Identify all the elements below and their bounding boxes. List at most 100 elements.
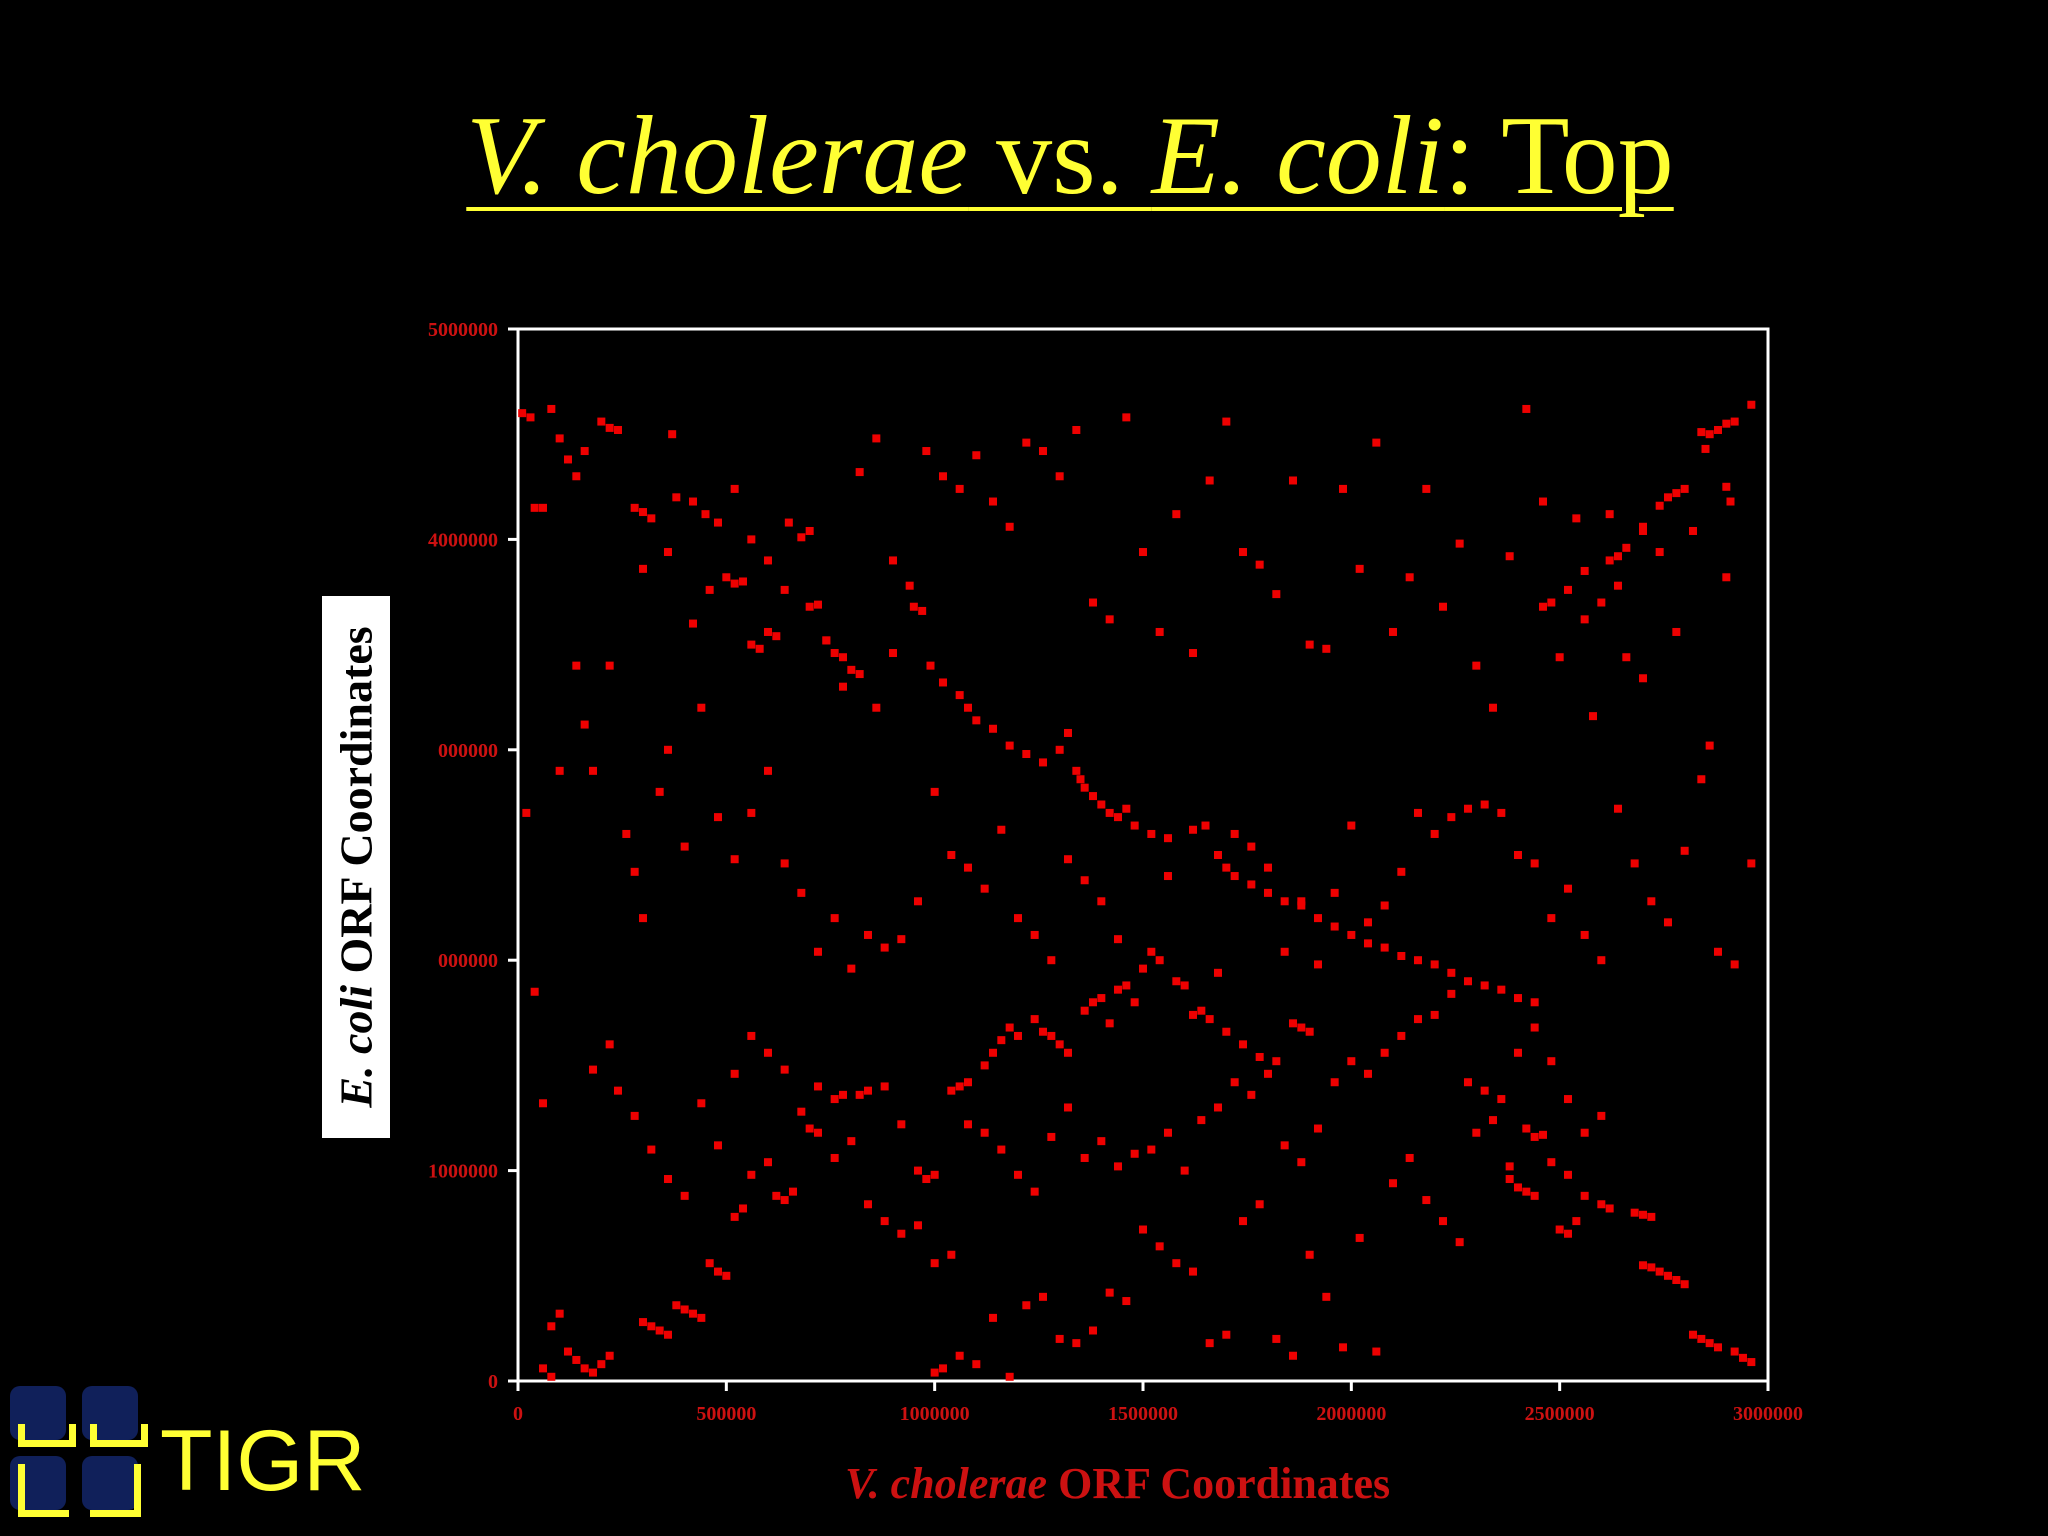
data-point <box>1139 1225 1147 1234</box>
data-point <box>997 1145 1006 1154</box>
data-point <box>1464 1078 1472 1087</box>
data-point <box>1239 1217 1247 1226</box>
data-point <box>1339 1343 1347 1352</box>
data-point <box>1380 943 1389 952</box>
data-point <box>1397 951 1406 960</box>
data-point <box>1680 484 1689 493</box>
data-point <box>955 1082 964 1091</box>
data-point <box>589 1065 597 1074</box>
data-point <box>1714 947 1722 956</box>
data-point <box>780 1196 789 1205</box>
data-point <box>1647 1212 1656 1221</box>
data-point <box>1730 1347 1739 1356</box>
data-point <box>1064 728 1072 737</box>
data-point <box>1639 1261 1647 1270</box>
data-point <box>855 468 864 477</box>
data-point <box>605 1351 614 1360</box>
data-point <box>830 914 839 923</box>
data-point <box>1655 1267 1664 1276</box>
data-point <box>1297 1158 1306 1167</box>
data-point <box>730 1069 739 1078</box>
data-point <box>805 602 814 611</box>
data-point <box>1505 1175 1514 1184</box>
data-point <box>830 649 839 658</box>
data-point <box>909 602 918 611</box>
data-point <box>1180 1166 1189 1175</box>
data-point <box>897 1120 906 1129</box>
data-point <box>1655 548 1664 557</box>
data-point <box>1147 1145 1156 1154</box>
data-point <box>914 1166 922 1175</box>
data-point <box>1180 981 1189 990</box>
data-point <box>789 1187 797 1196</box>
data-point <box>1464 804 1472 813</box>
data-point <box>922 447 931 456</box>
data-point <box>1022 750 1031 759</box>
data-point <box>1072 425 1081 434</box>
data-point <box>1222 1027 1231 1036</box>
data-point <box>1605 556 1614 565</box>
data-point <box>880 1082 889 1091</box>
y-axis-label-box <box>322 596 390 1138</box>
data-point <box>1305 1027 1314 1036</box>
data-point <box>1105 808 1114 817</box>
data-point <box>1014 914 1022 923</box>
data-point <box>764 556 772 565</box>
data-point <box>872 434 881 443</box>
data-point <box>1214 851 1222 859</box>
data-point <box>1722 573 1731 582</box>
data-point <box>1589 712 1597 721</box>
data-point <box>1405 1153 1414 1162</box>
data-point <box>647 1145 656 1154</box>
data-point <box>564 1347 572 1356</box>
data-point <box>1726 497 1735 506</box>
data-point <box>1364 939 1372 948</box>
data-point <box>647 1322 656 1331</box>
data-point <box>1014 1031 1022 1040</box>
data-point <box>580 1364 589 1373</box>
data-point <box>705 1259 714 1268</box>
data-point <box>547 1322 556 1331</box>
data-point <box>830 1095 839 1104</box>
data-point <box>1430 1010 1439 1019</box>
data-point <box>880 1217 889 1226</box>
data-point <box>639 1318 647 1327</box>
data-point <box>639 564 647 573</box>
data-point <box>764 1048 772 1057</box>
data-point <box>1322 1292 1331 1301</box>
data-point <box>605 1040 614 1049</box>
data-point <box>1264 863 1272 872</box>
data-point <box>1514 994 1522 1003</box>
data-point <box>1614 804 1622 813</box>
data-point <box>1189 1010 1197 1019</box>
data-point <box>1664 918 1672 927</box>
data-point <box>914 1221 922 1230</box>
data-point <box>1055 1334 1064 1343</box>
data-point <box>1414 808 1422 817</box>
data-point <box>1472 661 1481 670</box>
data-point <box>922 1175 931 1184</box>
data-point <box>1297 901 1306 910</box>
data-point <box>530 503 539 512</box>
data-point <box>630 867 639 876</box>
data-point <box>1505 552 1514 561</box>
data-point <box>989 724 997 733</box>
data-point <box>1455 1238 1464 1247</box>
data-point <box>989 1313 997 1322</box>
data-point <box>1530 1023 1539 1032</box>
data-point <box>697 703 706 712</box>
data-point <box>1314 1124 1322 1133</box>
data-point <box>1055 1040 1064 1049</box>
data-point <box>697 1313 706 1322</box>
data-point <box>1347 821 1356 830</box>
slide-title: V. cholerae vs. E. coli: Top <box>0 100 2048 212</box>
data-point <box>689 1309 697 1318</box>
data-point <box>864 1200 872 1209</box>
data-point <box>930 787 939 796</box>
data-point <box>1605 510 1614 519</box>
data-point <box>1205 1339 1214 1348</box>
data-point <box>1580 1128 1589 1137</box>
data-point <box>747 808 756 817</box>
data-point <box>1539 497 1547 506</box>
